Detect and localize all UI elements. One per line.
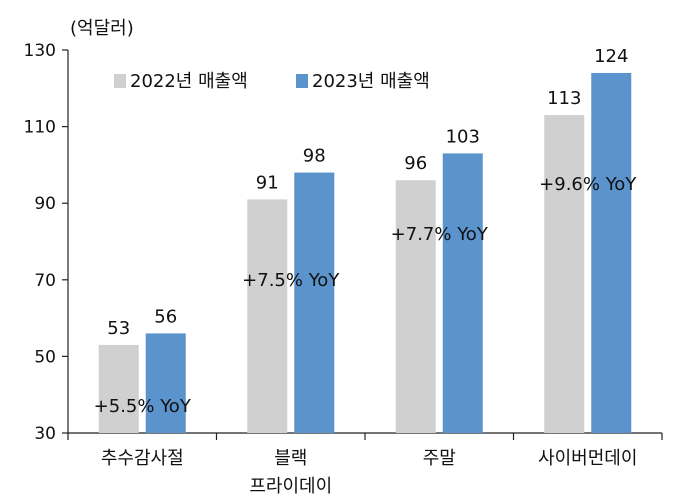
data-label: 53 (107, 318, 130, 339)
yoy-annotation: +9.6% YoY (539, 174, 637, 195)
y-axis-tick-label: 70 (34, 271, 56, 291)
data-label: 98 (303, 146, 326, 167)
legend-swatch (296, 74, 308, 88)
data-label: 113 (547, 88, 581, 109)
data-label: 91 (256, 172, 279, 193)
yoy-annotations: +5.5% YoY +7.5% YoY +7.7% YoY +9.6% YoY (94, 174, 638, 417)
legend-label: 2022년 매출액 (130, 71, 248, 92)
y-axis-ticks: 30 50 70 90 110 130 (24, 41, 68, 444)
legend-swatch (114, 74, 126, 88)
category-label: 주말 (423, 448, 456, 469)
y-axis-tick-label: 130 (24, 41, 56, 61)
value-labels: 53 56 91 98 96 103 113 124 (107, 46, 628, 339)
data-label: 103 (446, 126, 480, 147)
bar (145, 333, 186, 433)
bar (98, 344, 139, 433)
yoy-annotation: +5.5% YoY (94, 396, 192, 417)
category-label: 추수감사절 (101, 448, 184, 469)
data-label: 56 (154, 306, 177, 327)
data-label: 96 (404, 153, 427, 174)
legend: 2022년 매출액 2023년 매출액 (114, 71, 430, 92)
bar (247, 199, 288, 433)
legend-label: 2023년 매출액 (312, 71, 430, 92)
y-axis-tick-label: 50 (34, 347, 56, 367)
bar (544, 115, 585, 434)
yoy-annotation: +7.5% YoY (242, 270, 340, 291)
yoy-annotation: +7.7% YoY (391, 224, 489, 245)
bar (591, 72, 632, 433)
data-label: 124 (594, 46, 628, 67)
y-axis-tick-label: 90 (34, 194, 56, 214)
category-label: 사이버먼데이 (538, 448, 637, 469)
bar (442, 153, 483, 433)
category-label: 블랙 (274, 448, 307, 469)
y-axis-unit-label: (억달러) (70, 18, 134, 39)
bar (395, 180, 436, 433)
y-axis-tick-label: 30 (34, 424, 56, 444)
category-label: 프라이데이 (249, 476, 332, 497)
y-axis-tick-label: 110 (24, 118, 56, 138)
bar (294, 172, 335, 433)
bars (98, 72, 632, 434)
